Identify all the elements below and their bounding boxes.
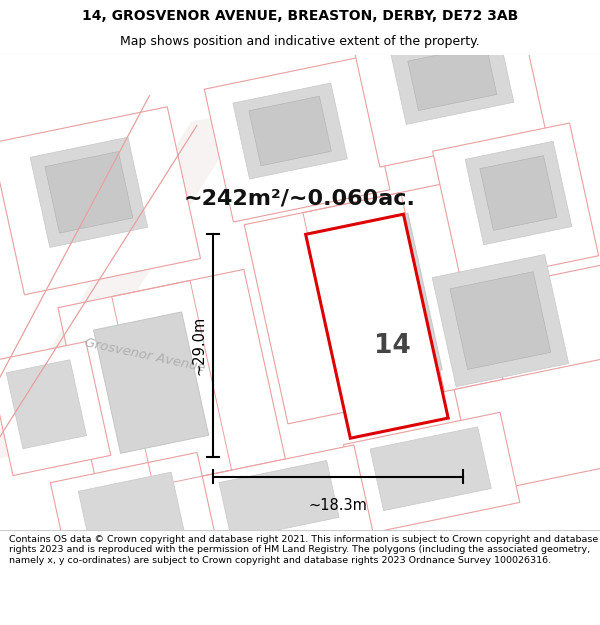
Text: 14, GROSVENOR AVENUE, BREASTON, DERBY, DE72 3AB: 14, GROSVENOR AVENUE, BREASTON, DERBY, D… xyxy=(82,9,518,24)
Polygon shape xyxy=(197,445,373,562)
Polygon shape xyxy=(58,269,286,498)
Polygon shape xyxy=(0,342,111,476)
Polygon shape xyxy=(450,272,551,369)
Text: Grosvenor Avenue: Grosvenor Avenue xyxy=(83,336,206,374)
Polygon shape xyxy=(433,123,599,284)
Polygon shape xyxy=(78,472,185,553)
Polygon shape xyxy=(408,45,497,111)
Polygon shape xyxy=(454,357,600,494)
Polygon shape xyxy=(244,181,503,424)
Polygon shape xyxy=(45,151,133,233)
Polygon shape xyxy=(480,156,557,231)
Polygon shape xyxy=(344,412,520,534)
Polygon shape xyxy=(233,83,347,179)
Polygon shape xyxy=(305,214,448,438)
Polygon shape xyxy=(305,213,442,391)
Polygon shape xyxy=(370,427,491,511)
Polygon shape xyxy=(484,265,600,403)
Polygon shape xyxy=(0,109,250,462)
Polygon shape xyxy=(7,360,86,449)
Polygon shape xyxy=(205,57,390,222)
Text: Contains OS data © Crown copyright and database right 2021. This information is : Contains OS data © Crown copyright and d… xyxy=(9,535,598,564)
Text: Map shows position and indicative extent of the property.: Map shows position and indicative extent… xyxy=(120,35,480,48)
Text: ~29.0m: ~29.0m xyxy=(191,316,206,376)
Text: ~242m²/~0.060ac.: ~242m²/~0.060ac. xyxy=(184,189,416,209)
Polygon shape xyxy=(50,452,218,578)
Polygon shape xyxy=(391,31,514,124)
Polygon shape xyxy=(94,312,209,453)
Polygon shape xyxy=(0,107,200,295)
Polygon shape xyxy=(432,254,569,387)
Polygon shape xyxy=(353,9,546,167)
Polygon shape xyxy=(465,141,572,245)
Polygon shape xyxy=(30,137,148,248)
Text: ~18.3m: ~18.3m xyxy=(308,498,367,513)
Polygon shape xyxy=(219,461,339,539)
Text: 14: 14 xyxy=(374,332,410,359)
Polygon shape xyxy=(249,96,331,166)
